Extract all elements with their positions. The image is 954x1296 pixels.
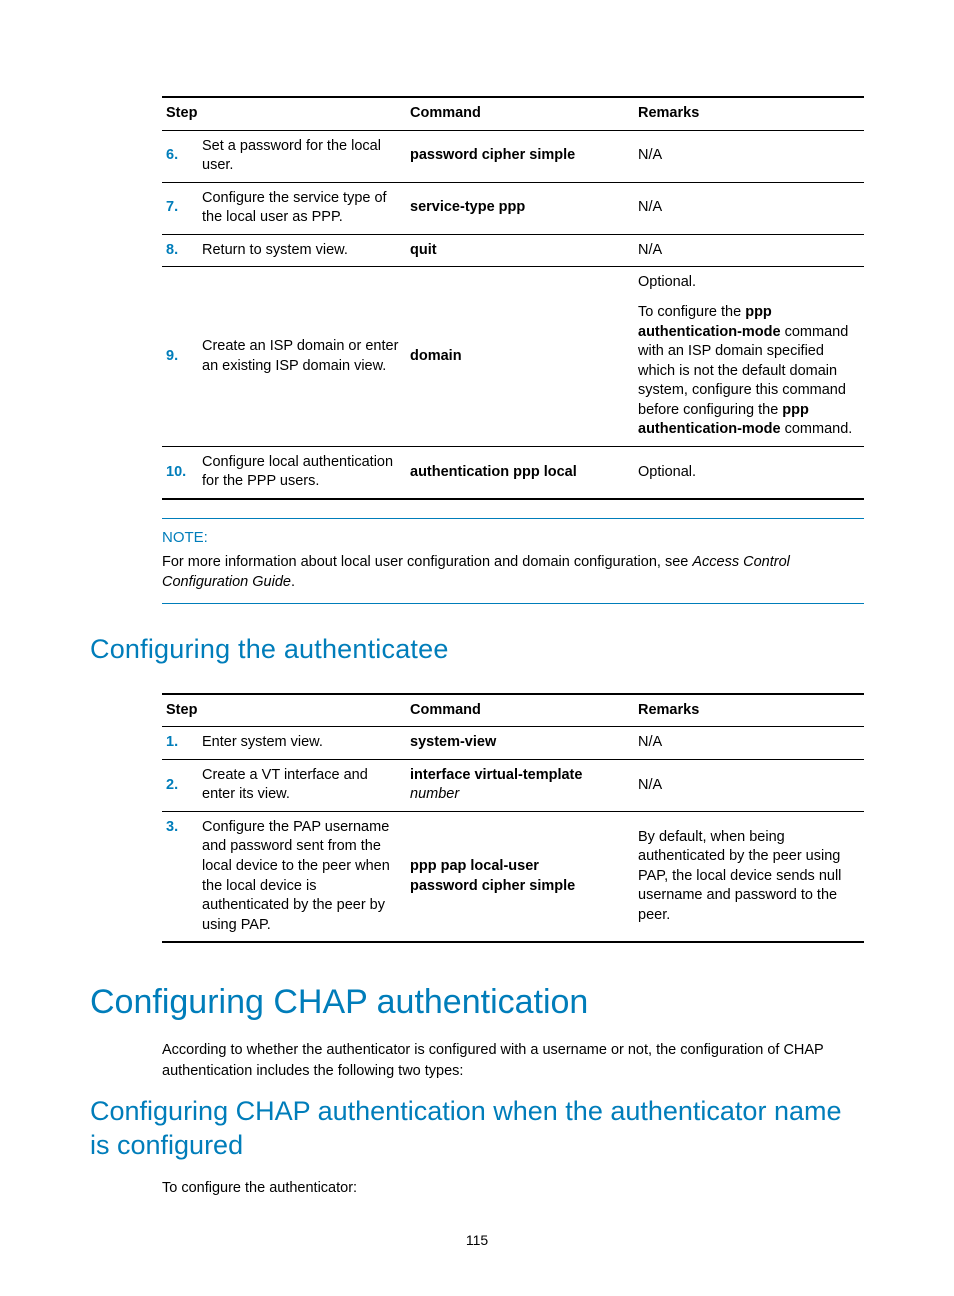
step-number: 8. (162, 234, 198, 267)
table-row: 7. Configure the service type of the loc… (162, 182, 864, 234)
step-desc: Enter system view. (198, 727, 406, 760)
chap-to-configure: To configure the authenticator: (162, 1178, 864, 1198)
step-command: quit (406, 234, 634, 267)
table-row: 8. Return to system view. quit N/A (162, 234, 864, 267)
step-desc: Configure local authentication for the P… (198, 446, 406, 499)
step-remarks: Optional. To configure the ppp authentic… (634, 267, 864, 447)
step-remarks: Optional. (634, 446, 864, 499)
step-remarks: N/A (634, 759, 864, 811)
step-number: 10. (162, 446, 198, 499)
note-body: For more information about local user co… (162, 552, 864, 593)
step-remarks: By default, when being authenticated by … (634, 811, 864, 942)
step-desc: Configure the PAP username and password … (198, 811, 406, 942)
step-command: domain (406, 267, 634, 447)
step-command: interface virtual-template number (406, 759, 634, 811)
step-number: 2. (162, 759, 198, 811)
step-remarks: N/A (634, 182, 864, 234)
table-authenticatee: Step Command Remarks 1. Enter system vie… (162, 693, 864, 944)
step-command: authentication ppp local (406, 446, 634, 499)
step-desc: Create an ISP domain or enter an existin… (198, 267, 406, 447)
step-remarks: N/A (634, 130, 864, 182)
th-command: Command (406, 694, 634, 727)
table-row: 6. Set a password for the local user. pa… (162, 130, 864, 182)
th-remarks: Remarks (634, 97, 864, 130)
step-desc: Return to system view. (198, 234, 406, 267)
step-number: 7. (162, 182, 198, 234)
heading-chap-sub: Configuring CHAP authentication when the… (90, 1095, 864, 1163)
table-row: 10. Configure local authentication for t… (162, 446, 864, 499)
table-row: 1. Enter system view. system-view N/A (162, 727, 864, 760)
step-command: ppp pap local-user password cipher simpl… (406, 811, 634, 942)
step-number: 3. (162, 811, 198, 942)
step-number: 1. (162, 727, 198, 760)
step-command: service-type ppp (406, 182, 634, 234)
table-row: 3. Configure the PAP username and passwo… (162, 811, 864, 942)
step-command: password cipher simple (406, 130, 634, 182)
heading-authenticatee: Configuring the authenticatee (90, 634, 864, 665)
step-command: system-view (406, 727, 634, 760)
th-step: Step (162, 97, 406, 130)
step-number: 9. (162, 267, 198, 447)
step-desc: Set a password for the local user. (198, 130, 406, 182)
chap-intro: According to whether the authenticator i… (162, 1040, 864, 1081)
step-desc: Create a VT interface and enter its view… (198, 759, 406, 811)
th-remarks: Remarks (634, 694, 864, 727)
table-authenticator: Step Command Remarks 6. Set a password f… (162, 96, 864, 500)
page-number: 115 (0, 1232, 954, 1248)
table-row: 9. Create an ISP domain or enter an exis… (162, 267, 864, 447)
th-step: Step (162, 694, 406, 727)
table-row: 2. Create a VT interface and enter its v… (162, 759, 864, 811)
step-number: 6. (162, 130, 198, 182)
note-box: NOTE: For more information about local u… (162, 518, 864, 604)
th-command: Command (406, 97, 634, 130)
step-remarks: N/A (634, 234, 864, 267)
note-label: NOTE: (162, 527, 864, 548)
step-desc: Configure the service type of the local … (198, 182, 406, 234)
step-remarks: N/A (634, 727, 864, 760)
heading-chap: Configuring CHAP authentication (90, 983, 864, 1022)
